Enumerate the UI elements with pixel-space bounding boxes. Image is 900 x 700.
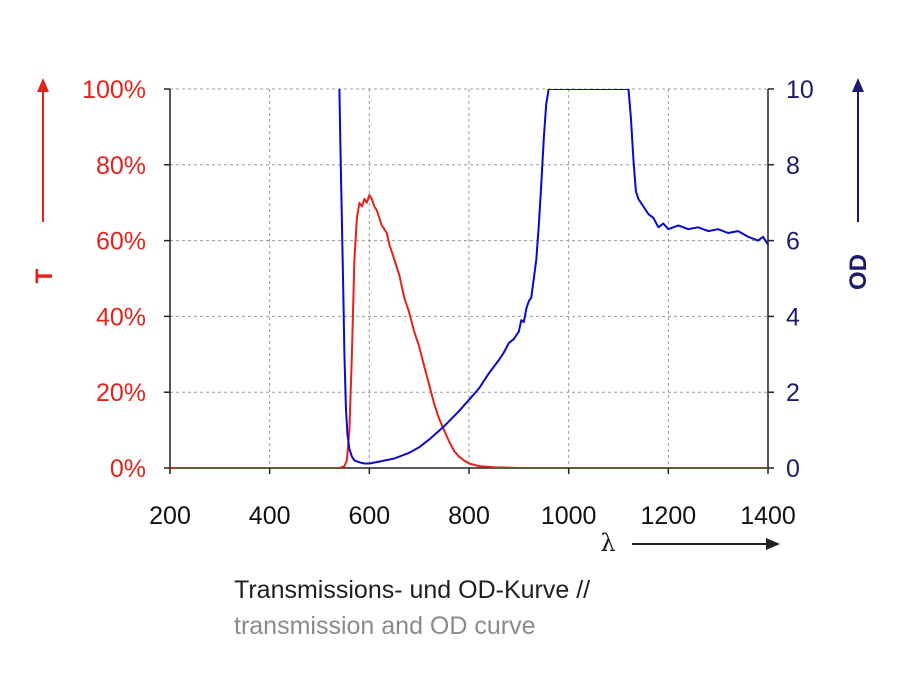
x-tick-label: 800 — [448, 502, 490, 530]
left-tick-label: 60% — [96, 228, 146, 256]
left-tick-label: 0% — [110, 455, 146, 483]
caption-secondary: transmission and OD curve — [234, 612, 536, 640]
right-tick-label: 2 — [786, 379, 800, 407]
x-tick-label: 200 — [149, 502, 191, 530]
left-tick-label: 80% — [96, 152, 146, 180]
x-tick-label: 1000 — [541, 502, 597, 530]
right-axis-arrow-head — [852, 78, 864, 92]
x-tick-label: 400 — [249, 502, 291, 530]
caption-primary: Transmissions- und OD-Kurve // — [234, 576, 591, 604]
left-axis-title: T — [31, 268, 58, 283]
right-axis-title: OD — [845, 254, 872, 290]
right-tick-label: 10 — [786, 76, 814, 104]
left-axis-arrow-head — [37, 78, 49, 92]
right-tick-label: 8 — [786, 152, 800, 180]
right-tick-label: 0 — [786, 455, 800, 483]
x-axis-arrow-head — [766, 538, 780, 550]
right-tick-label: 6 — [786, 228, 800, 256]
series-group — [170, 89, 768, 468]
left-tick-label: 100% — [82, 76, 146, 104]
x-tick-label: 1200 — [641, 502, 697, 530]
transmission-curve — [170, 194, 768, 468]
tick-labels: 0% 20% 40% 60% 80% 100% 0 2 4 6 8 10 200 400 600 800 100… — [82, 76, 814, 530]
od-curve — [338, 89, 768, 465]
grid — [170, 88, 768, 468]
right-tick-label: 4 — [786, 303, 800, 331]
left-tick-label: 40% — [96, 303, 146, 331]
x-tick-label: 1400 — [740, 502, 796, 530]
x-axis-title: λ — [600, 529, 615, 557]
x-tick-label: 600 — [348, 502, 390, 530]
left-tick-label: 20% — [96, 379, 146, 407]
